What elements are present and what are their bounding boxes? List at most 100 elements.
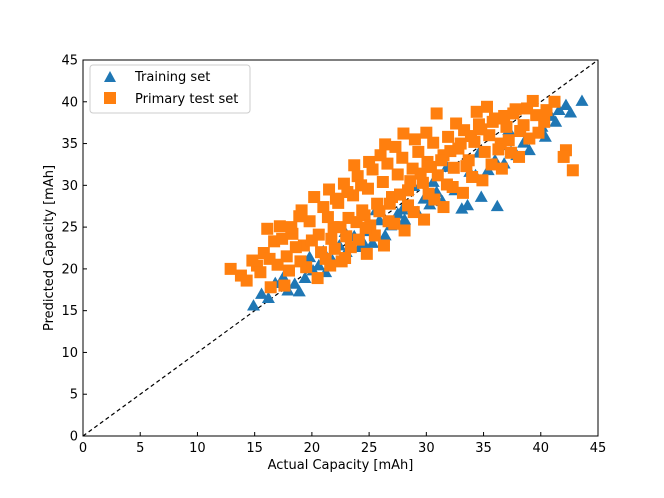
test-point: [416, 176, 429, 189]
test-point: [444, 145, 457, 158]
test-point: [566, 164, 579, 177]
training-point: [366, 236, 380, 248]
test-point: [475, 123, 488, 136]
test-point: [422, 187, 435, 200]
training-point: [552, 103, 566, 116]
test-point: [334, 221, 347, 234]
test-point: [295, 204, 308, 217]
test-point: [513, 150, 526, 163]
test-point: [311, 272, 324, 285]
plot-frame: [82, 59, 599, 437]
x-tick-label: 20: [304, 441, 321, 456]
test-point: [447, 161, 460, 174]
test-point: [427, 136, 440, 149]
test-point: [280, 250, 293, 263]
test-point: [348, 159, 361, 172]
test-point: [548, 95, 561, 108]
test-point: [485, 158, 498, 171]
y-tick-label: 25: [61, 221, 78, 236]
test-point: [373, 205, 386, 218]
test-point: [557, 150, 570, 163]
test-point: [430, 107, 443, 120]
test-point: [456, 186, 469, 199]
x-tick-label: 15: [246, 441, 263, 456]
test-point: [418, 213, 431, 226]
test-point: [414, 167, 427, 180]
test-point: [376, 175, 389, 188]
x-tick-label: 45: [590, 441, 607, 456]
test-point: [285, 221, 298, 234]
test-point: [517, 119, 530, 132]
test-point: [454, 137, 467, 150]
training-point: [559, 98, 573, 110]
test-point: [377, 239, 390, 252]
test-point: [420, 126, 433, 139]
test-point: [240, 274, 253, 287]
test-point: [526, 94, 539, 107]
training-point: [474, 190, 488, 202]
test-point: [363, 155, 376, 168]
test-point: [397, 127, 410, 140]
y-tick-label: 10: [61, 346, 78, 361]
test-point: [368, 229, 381, 242]
y-tick-label: 45: [61, 54, 78, 69]
training-point: [398, 213, 412, 225]
x-tick-label: 30: [418, 441, 435, 456]
test-point: [352, 233, 365, 246]
test-point: [289, 241, 302, 254]
axis-ticks-layer: 0 5 10 15 20 25 30 35 40 45 0 5 10 15 20 25 30 35 40 45: [61, 54, 606, 457]
test-point: [509, 103, 522, 116]
training-point: [261, 291, 275, 304]
test-point: [502, 134, 515, 147]
y-tick-label: 5: [70, 388, 78, 403]
training-point: [490, 199, 504, 212]
test-point: [308, 191, 321, 204]
test-point: [398, 224, 411, 237]
test-point: [329, 192, 342, 205]
training-point: [455, 202, 469, 214]
test-point: [389, 140, 402, 153]
test-point: [360, 247, 373, 260]
test-point: [440, 178, 453, 191]
test-point: [379, 138, 392, 151]
training-point: [378, 228, 392, 241]
test-point: [464, 130, 477, 143]
x-tick-label: 35: [475, 441, 492, 456]
test-point: [317, 201, 330, 214]
training-point: [292, 284, 306, 297]
test-point: [321, 211, 334, 224]
test-point: [324, 259, 337, 272]
test-point: [263, 252, 276, 265]
test-point: [460, 160, 473, 173]
test-point: [325, 232, 338, 245]
test-point: [374, 149, 387, 162]
test-point: [523, 132, 536, 145]
test-point: [273, 220, 286, 233]
legend-test-label: Primary test set: [135, 92, 238, 107]
legend-training-marker-icon: [104, 71, 116, 82]
test-point: [408, 133, 421, 146]
test-point: [224, 262, 237, 275]
training-point: [564, 106, 578, 118]
x-axis-label: Actual Capacity [mAh]: [268, 458, 414, 473]
test-point: [246, 254, 259, 267]
test-point: [486, 115, 499, 128]
test-point: [402, 199, 415, 212]
y-tick-label: 30: [61, 179, 78, 194]
test-point: [315, 246, 328, 259]
test-point: [341, 186, 354, 199]
test-point: [278, 279, 291, 292]
y-tick-label: 15: [61, 304, 78, 319]
test-point: [412, 145, 425, 158]
y-tick-label: 35: [61, 137, 78, 152]
y-axis-label: Predicted Capacity [mAh]: [42, 165, 57, 331]
training-point: [288, 277, 302, 289]
test-point: [351, 170, 364, 183]
x-tick-label: 5: [136, 441, 144, 456]
test-point: [470, 105, 483, 118]
test-point: [382, 215, 395, 228]
test-point: [404, 175, 417, 188]
test-point: [264, 281, 277, 294]
legend-test-marker-icon: [104, 92, 116, 104]
